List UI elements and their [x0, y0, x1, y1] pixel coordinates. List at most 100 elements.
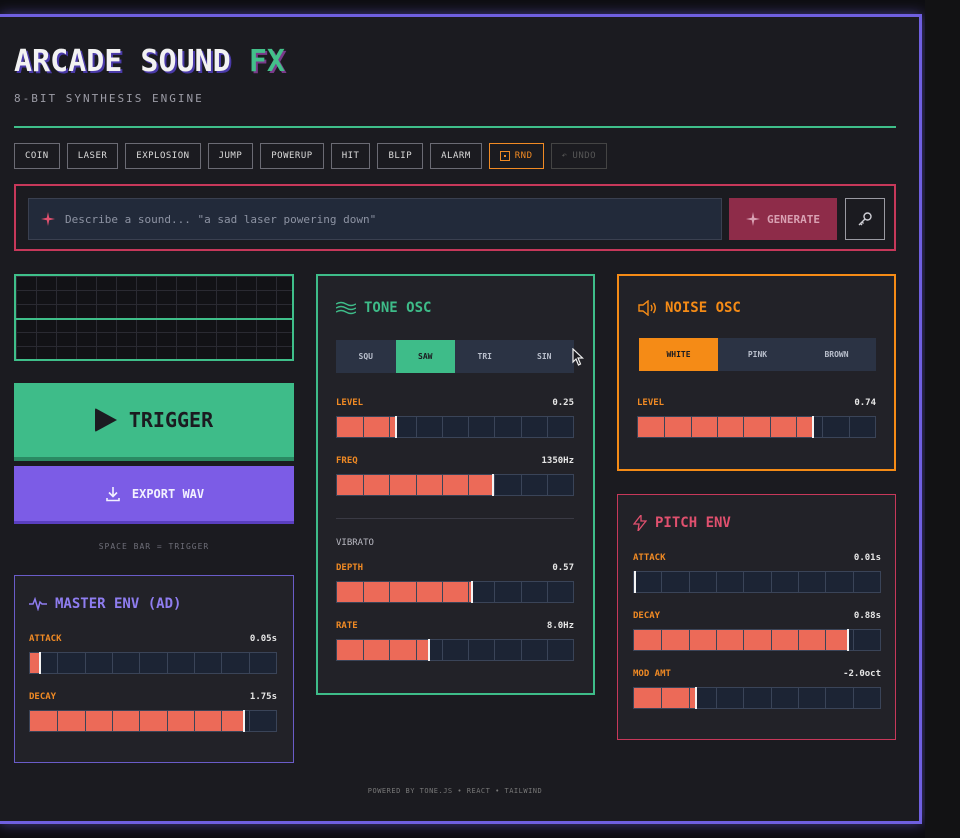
- slider-tick: [770, 630, 772, 650]
- random-button[interactable]: RND: [488, 143, 544, 169]
- preset-blip[interactable]: BLIP: [377, 143, 424, 169]
- slider-tick: [494, 417, 496, 437]
- slider-tick: [389, 475, 391, 495]
- preset-powerup[interactable]: POWERUP: [260, 143, 324, 169]
- preset-bar: COIN LASER EXPLOSION JUMP POWERUP HIT BL…: [14, 143, 608, 169]
- mod-amt-label: MOD AMT: [633, 669, 671, 679]
- slider-tick: [852, 688, 854, 708]
- sparkle-icon: [746, 212, 760, 226]
- freq-value: 1350Hz: [541, 456, 574, 466]
- slider-tick: [221, 711, 223, 731]
- noise-option-pink[interactable]: PINK: [747, 350, 768, 359]
- slider-thumb[interactable]: [847, 629, 850, 651]
- slider-tick: [468, 582, 470, 602]
- slider-tick: [389, 582, 391, 602]
- noise-level-slider[interactable]: [637, 416, 876, 438]
- tone-level-value: 0.25: [552, 398, 574, 408]
- lightning-icon: [633, 515, 647, 531]
- slider-tick: [84, 653, 86, 673]
- slider-fill: [638, 417, 814, 437]
- slider-tick: [661, 572, 663, 592]
- wave-option-sin[interactable]: SIN: [537, 352, 552, 361]
- slider-tick: [798, 630, 799, 650]
- speaker-icon: [638, 300, 656, 316]
- slider-thumb[interactable]: [491, 474, 494, 496]
- slider-tick: [743, 688, 745, 708]
- slider-tick: [664, 417, 666, 437]
- tone-level-slider[interactable]: [336, 416, 574, 438]
- wave-option-tri[interactable]: TRI: [477, 352, 492, 361]
- generate-button[interactable]: GENERATE: [729, 198, 837, 240]
- noise-option-brown[interactable]: BROWN: [824, 350, 849, 359]
- slider-tick: [363, 640, 365, 660]
- pitch-decay-slider[interactable]: [633, 629, 881, 651]
- slider-tick: [166, 653, 168, 673]
- tone-osc-panel: TONE OSC SQU SAW TRI SIN LEVEL 0.25 FREQ 1…: [316, 274, 595, 695]
- slider-tick: [825, 630, 827, 650]
- slider-tick: [468, 475, 470, 495]
- trigger-button[interactable]: TRIGGER: [14, 383, 294, 461]
- slider-thumb[interactable]: [395, 416, 397, 438]
- slider-tick: [441, 582, 443, 602]
- wave-option-saw[interactable]: SAW: [395, 340, 455, 373]
- slider-thumb[interactable]: [694, 687, 697, 709]
- pitch-env-title: PITCH ENV: [655, 515, 731, 531]
- slider-thumb[interactable]: [470, 581, 473, 603]
- preset-explosion[interactable]: EXPLOSION: [125, 143, 201, 169]
- slider-tick: [796, 417, 797, 437]
- undo-button[interactable]: ↶ UNDO: [550, 143, 608, 169]
- slider-tick: [770, 688, 772, 708]
- vibrato-rate-slider[interactable]: [336, 639, 574, 661]
- slider-tick: [139, 711, 141, 731]
- vibrato-label: VIBRATO: [336, 538, 374, 548]
- mod-amt-slider[interactable]: [633, 687, 881, 709]
- sparkle-icon: [41, 212, 55, 226]
- master-attack-slider[interactable]: [29, 652, 277, 674]
- slider-tick: [441, 475, 443, 495]
- slider-tick: [852, 630, 854, 650]
- noise-type-selector: WHITE PINK BROWN: [639, 338, 876, 371]
- api-key-button[interactable]: [845, 198, 885, 240]
- slider-thumb[interactable]: [38, 652, 41, 674]
- slider-tick: [546, 582, 548, 602]
- master-decay-slider[interactable]: [29, 710, 277, 732]
- slider-tick: [57, 653, 59, 673]
- slider-tick: [520, 582, 522, 602]
- export-wav-button[interactable]: EXPORT WAV: [14, 466, 294, 524]
- freq-slider[interactable]: [336, 474, 574, 496]
- dice-icon: [499, 151, 510, 161]
- slider-tick: [415, 475, 417, 495]
- slider-thumb[interactable]: [812, 416, 815, 438]
- wave-icon: [336, 301, 356, 315]
- play-icon: [94, 408, 117, 432]
- slider-tick: [661, 630, 663, 650]
- pulse-icon: [29, 597, 47, 611]
- slider-tick: [743, 572, 745, 592]
- preset-alarm[interactable]: ALARM: [430, 143, 482, 169]
- slider-thumb[interactable]: [428, 639, 431, 661]
- noise-osc-title: NOISE OSC: [665, 300, 741, 316]
- slider-tick: [248, 653, 250, 673]
- background-edge: [925, 0, 960, 838]
- rate-label: RATE: [336, 621, 358, 631]
- vibrato-depth-slider[interactable]: [336, 581, 574, 603]
- noise-option-white[interactable]: WHITE: [639, 338, 718, 371]
- sound-prompt-input[interactable]: Describe a sound... "a sad laser powerin…: [28, 198, 722, 240]
- wave-option-squ[interactable]: SQU: [358, 352, 373, 361]
- oscilloscope: [14, 274, 294, 361]
- slider-tick: [717, 417, 718, 437]
- slider-tick: [825, 572, 827, 592]
- preset-laser[interactable]: LASER: [66, 143, 119, 169]
- preset-coin[interactable]: COIN: [14, 143, 60, 169]
- slider-tick: [363, 475, 365, 495]
- slider-tick: [848, 417, 850, 437]
- pitch-attack-slider[interactable]: [633, 571, 881, 593]
- slider-thumb[interactable]: [634, 571, 636, 593]
- preset-jump[interactable]: JUMP: [207, 143, 254, 169]
- slider-tick: [520, 475, 522, 495]
- preset-hit[interactable]: HIT: [330, 143, 371, 169]
- attack-value: 0.05s: [249, 634, 277, 644]
- slider-tick: [688, 688, 690, 708]
- slider-tick: [248, 711, 250, 731]
- slider-thumb[interactable]: [243, 710, 246, 732]
